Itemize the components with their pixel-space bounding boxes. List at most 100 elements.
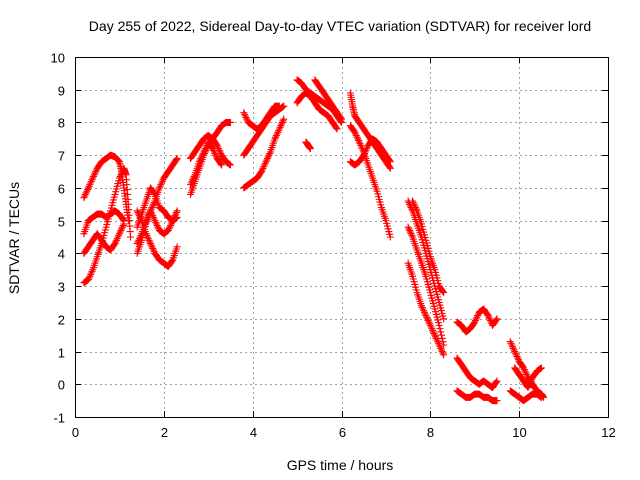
- y-tick-label: 10: [51, 51, 65, 66]
- chart-title: Day 255 of 2022, Sidereal Day-to-day VTE…: [89, 18, 591, 34]
- data-point: [405, 225, 413, 233]
- series-arc-16: [293, 89, 341, 133]
- data-point: [440, 351, 448, 359]
- data-point: [278, 118, 286, 126]
- data-point: [422, 312, 430, 320]
- data-point: [154, 223, 162, 231]
- data-point: [120, 220, 128, 228]
- y-tick-label: 6: [58, 182, 65, 197]
- data-point: [404, 223, 412, 231]
- data-point: [81, 192, 89, 200]
- data-point: [439, 288, 447, 296]
- data-point: [171, 212, 179, 220]
- data-point: [201, 145, 209, 153]
- data-point: [149, 244, 157, 252]
- data-point: [84, 184, 92, 192]
- data-point: [492, 316, 500, 324]
- data-point: [155, 184, 163, 192]
- data-point: [435, 341, 443, 349]
- data-point: [423, 315, 431, 323]
- data-point: [166, 223, 174, 231]
- data-point: [241, 110, 249, 118]
- data-point: [420, 307, 428, 315]
- data-point: [507, 339, 515, 347]
- series-arc-23: [404, 223, 448, 349]
- data-point: [82, 189, 90, 197]
- data-point: [266, 150, 274, 158]
- data-point: [493, 397, 501, 405]
- data-point: [215, 146, 223, 154]
- data-point: [506, 338, 514, 346]
- data-point: [168, 218, 176, 226]
- data-point: [86, 272, 94, 280]
- data-point: [412, 205, 420, 213]
- data-point: [427, 323, 435, 331]
- data-point: [274, 128, 282, 136]
- data-point: [429, 328, 437, 336]
- data-point: [352, 132, 360, 140]
- data-point: [409, 199, 417, 207]
- data-point: [426, 321, 434, 329]
- data-point: [537, 364, 545, 372]
- x-tick-label: 4: [250, 425, 257, 440]
- data-point: [509, 344, 517, 352]
- data-point: [150, 199, 158, 207]
- y-tick-label: 2: [58, 313, 65, 328]
- series-arc-21: [346, 135, 394, 169]
- data-point: [200, 148, 208, 156]
- data-point: [144, 235, 152, 243]
- data-point: [198, 151, 206, 159]
- data-point: [115, 174, 123, 182]
- data-point: [199, 150, 207, 158]
- data-point: [411, 202, 419, 210]
- data-point: [215, 145, 223, 153]
- data-point: [433, 336, 441, 344]
- data-point: [436, 343, 444, 351]
- data-point: [149, 213, 157, 221]
- data-point: [355, 138, 363, 146]
- y-tick-label: 0: [58, 378, 65, 393]
- series-arc-26: [453, 305, 501, 336]
- data-point: [114, 233, 122, 241]
- data-point: [386, 158, 394, 166]
- data-point: [118, 223, 126, 231]
- data-point: [524, 384, 532, 392]
- data-point: [149, 202, 157, 210]
- data-point: [80, 194, 88, 202]
- data-point: [152, 218, 160, 226]
- data-point: [188, 177, 196, 185]
- data-point: [437, 328, 445, 336]
- data-point: [437, 331, 445, 339]
- data-point: [264, 153, 272, 161]
- data-point: [169, 217, 177, 225]
- series-arc-27: [453, 354, 501, 392]
- data-point: [360, 150, 368, 158]
- data-point: [217, 160, 225, 168]
- data-point: [258, 168, 266, 176]
- data-point: [485, 313, 493, 321]
- data-point: [169, 215, 177, 223]
- data-point: [332, 124, 340, 132]
- data-point: [537, 393, 545, 401]
- data-point: [152, 220, 160, 228]
- data-point: [354, 135, 362, 143]
- series-arc-8: [133, 207, 181, 257]
- data-point: [167, 220, 175, 228]
- data-point: [271, 135, 279, 143]
- data-point: [84, 276, 92, 284]
- y-tick-label: 8: [58, 116, 65, 131]
- data-point: [513, 352, 521, 360]
- data-point: [168, 257, 176, 265]
- data-point: [84, 186, 92, 194]
- data-point: [272, 132, 280, 140]
- data-point: [363, 145, 371, 153]
- data-point: [386, 163, 394, 171]
- data-point: [432, 333, 440, 341]
- data-point: [471, 316, 479, 324]
- data-point: [260, 163, 268, 171]
- data-point: [511, 349, 519, 357]
- x-tick-label: 0: [72, 425, 79, 440]
- data-point: [261, 161, 269, 169]
- data-point: [170, 213, 178, 221]
- data-point: [356, 140, 364, 148]
